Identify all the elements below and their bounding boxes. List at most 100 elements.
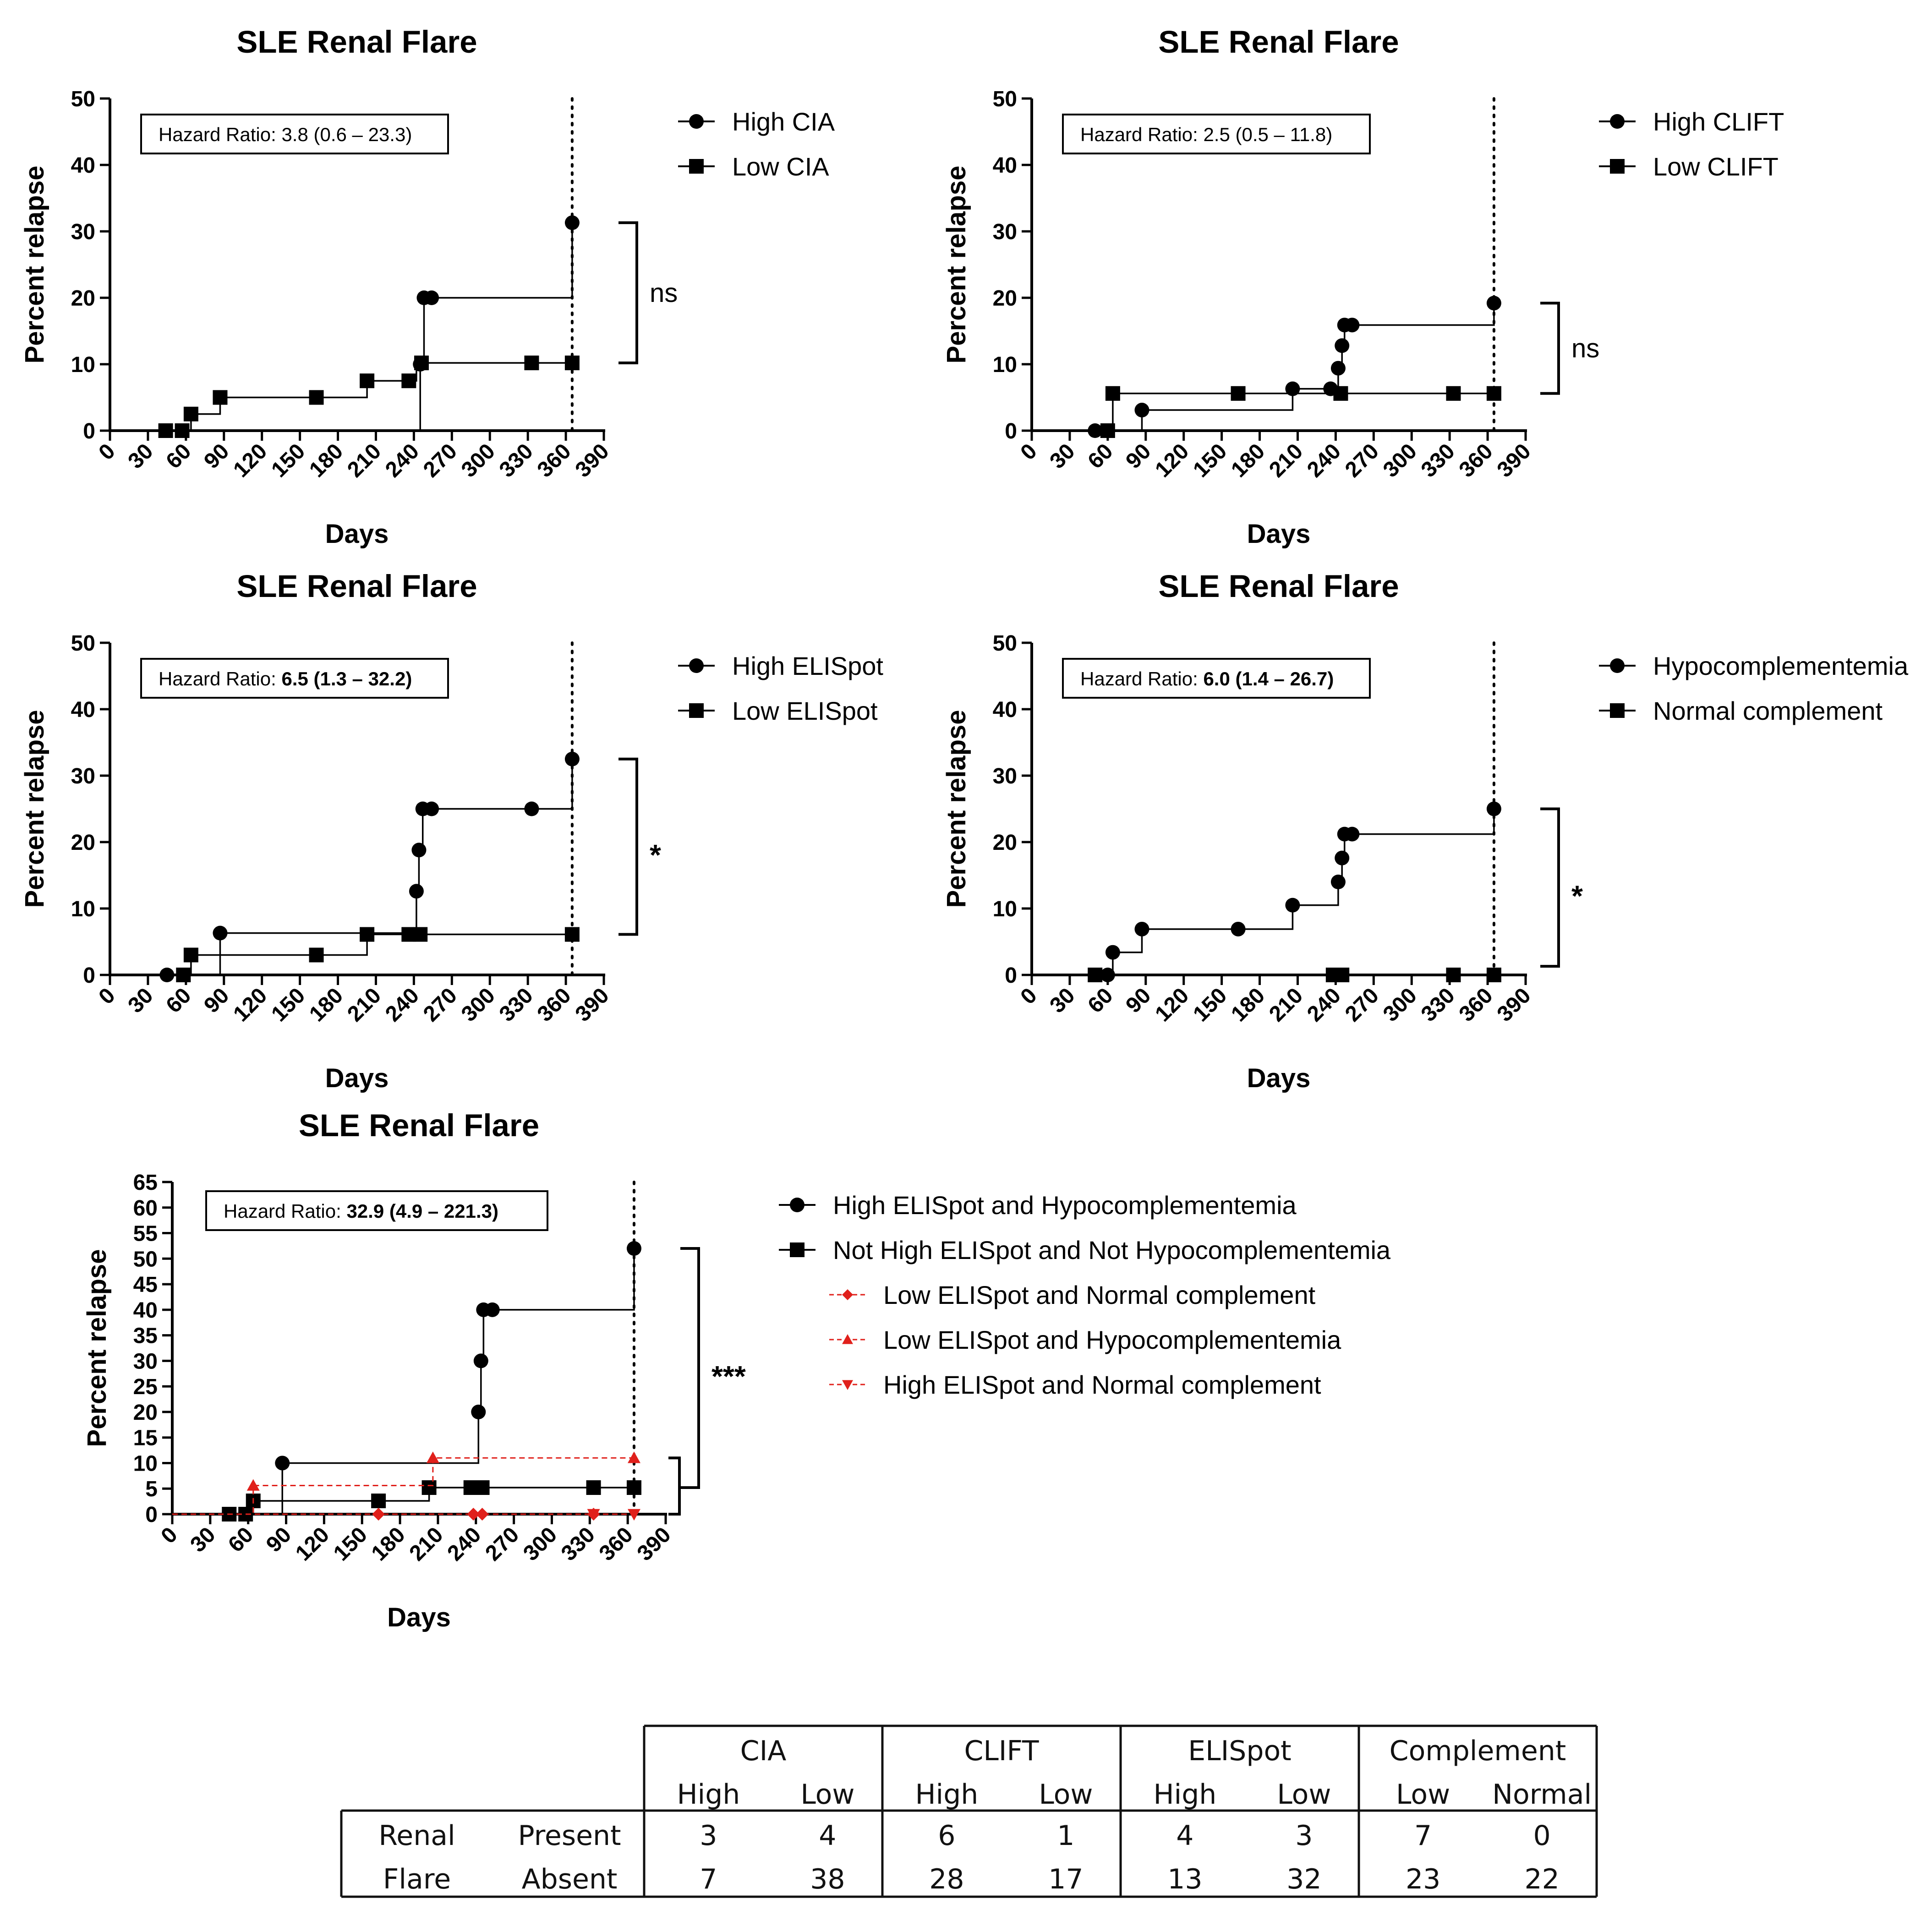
- y-axis-label: Percent relapse: [941, 710, 971, 908]
- x-tick-label: 300: [457, 439, 500, 482]
- y-tick-label: 20: [71, 286, 95, 311]
- legend-label: High CIA: [732, 107, 835, 136]
- data-point: [1335, 968, 1350, 982]
- x-tick-label: 120: [1150, 983, 1193, 1026]
- data-point: [176, 968, 191, 982]
- x-tick-label: 390: [1493, 439, 1536, 482]
- table-cell: 6: [938, 1820, 955, 1852]
- table-row-status: Present: [518, 1820, 621, 1852]
- data-point: [1105, 945, 1120, 960]
- data-point: [626, 1241, 641, 1256]
- legend-entry: Low ELISpot and Normal complement: [829, 1281, 1316, 1309]
- data-point: [471, 1404, 486, 1419]
- y-tick-label: 40: [71, 153, 95, 178]
- x-tick-label: 60: [161, 983, 196, 1018]
- table-group-header: CLIFT: [964, 1735, 1039, 1767]
- significance-bracket: [680, 1247, 700, 1489]
- table-group-header: CIA: [740, 1735, 787, 1767]
- table-subheader: High: [1153, 1779, 1216, 1811]
- x-tick-label: 270: [481, 1522, 524, 1565]
- data-point: [1335, 850, 1350, 865]
- series-2: [110, 356, 580, 438]
- hazard-ratio-prefix: Hazard Ratio:: [1080, 668, 1203, 690]
- x-tick-label: 270: [419, 439, 462, 482]
- significance-bracket: [1540, 301, 1560, 395]
- data-point: [467, 1508, 480, 1521]
- y-axis-label: Percent relapse: [20, 165, 49, 363]
- hazard-ratio-prefix: Hazard Ratio:: [224, 1200, 346, 1222]
- legend-marker-circle: [689, 114, 704, 129]
- y-tick-label: 30: [993, 220, 1017, 244]
- hazard-ratio-text: Hazard Ratio: 3.8 (0.6 – 23.3): [159, 124, 412, 145]
- table-cell: 0: [1533, 1820, 1551, 1852]
- series-1: [1032, 296, 1501, 438]
- data-point: [564, 927, 580, 942]
- x-tick-label: 240: [381, 439, 424, 482]
- y-tick-label: 40: [993, 698, 1017, 722]
- y-tick-label: 15: [133, 1426, 158, 1450]
- x-tick-label: 0: [94, 439, 120, 465]
- significance-bracket: [618, 221, 638, 365]
- legend-marker-circle: [1610, 114, 1625, 129]
- data-point: [475, 1480, 490, 1495]
- x-tick-label: 120: [1150, 439, 1193, 482]
- y-tick-label: 40: [993, 153, 1017, 178]
- y-axis-label: Percent relapse: [941, 165, 971, 363]
- y-tick-label: 5: [145, 1477, 158, 1501]
- significance-label: *: [650, 838, 661, 871]
- table-cell: 4: [1176, 1820, 1193, 1852]
- chart-title: SLE Renal Flare: [1158, 24, 1399, 60]
- x-tick-label: 90: [1121, 439, 1155, 473]
- legend-entry: High CLIFT: [1599, 107, 1784, 136]
- legend-marker-diamond: [842, 1289, 853, 1300]
- y-tick-label: 20: [71, 831, 95, 855]
- x-tick-label: 120: [229, 983, 272, 1026]
- table-cell: 7: [700, 1863, 717, 1895]
- chart-title: SLE Renal Flare: [1158, 569, 1399, 604]
- y-tick-label: 25: [133, 1375, 158, 1399]
- legend-marker-square: [790, 1242, 805, 1257]
- data-point: [1486, 801, 1501, 816]
- data-point: [411, 843, 427, 858]
- data-point: [1345, 317, 1360, 333]
- y-tick-label: 55: [133, 1222, 158, 1246]
- count-table: CIA CLIFT ELISpot Complement High Low High Low H…: [340, 1724, 1598, 1898]
- legend-label: High CLIFT: [1653, 107, 1784, 136]
- hazard-ratio-prefix: Hazard Ratio:: [1080, 124, 1203, 145]
- y-tick-label: 0: [1005, 963, 1017, 988]
- data-point: [524, 356, 539, 371]
- data-point: [1134, 403, 1149, 418]
- significance-label: *: [1571, 879, 1583, 912]
- x-tick-label: 60: [161, 439, 196, 473]
- x-tick-label: 360: [533, 983, 576, 1026]
- legend-entry: High ELISpot: [678, 651, 883, 680]
- data-point: [1486, 968, 1501, 982]
- legend-label: High ELISpot: [732, 651, 883, 680]
- legend-label: Low ELISpot and Normal complement: [883, 1281, 1316, 1309]
- x-tick-label: 210: [405, 1522, 448, 1565]
- table-group-header: Complement: [1390, 1735, 1566, 1767]
- series-1: [110, 751, 580, 982]
- data-point: [309, 947, 324, 963]
- legend-label: Low CIA: [732, 152, 829, 181]
- x-tick-label: 390: [1493, 983, 1536, 1026]
- x-tick-label: 0: [1016, 439, 1041, 465]
- x-tick-label: 60: [1083, 983, 1117, 1018]
- x-tick-label: 30: [123, 439, 158, 473]
- x-tick-label: 360: [1455, 439, 1498, 482]
- x-tick-label: 210: [343, 439, 386, 482]
- y-tick-label: 50: [133, 1247, 158, 1271]
- legend-label: High ELISpot and Normal complement: [883, 1370, 1321, 1399]
- x-tick-label: 0: [1016, 983, 1041, 1009]
- chart-title: SLE Renal Flare: [299, 1108, 539, 1143]
- x-tick-label: 390: [633, 1522, 676, 1565]
- y-tick-label: 20: [993, 831, 1017, 855]
- table-row-status: Absent: [522, 1863, 618, 1895]
- x-tick-label: 210: [343, 983, 386, 1026]
- data-point: [213, 390, 228, 405]
- table-subheader: Low: [1039, 1779, 1093, 1811]
- x-tick-label: 150: [267, 983, 310, 1026]
